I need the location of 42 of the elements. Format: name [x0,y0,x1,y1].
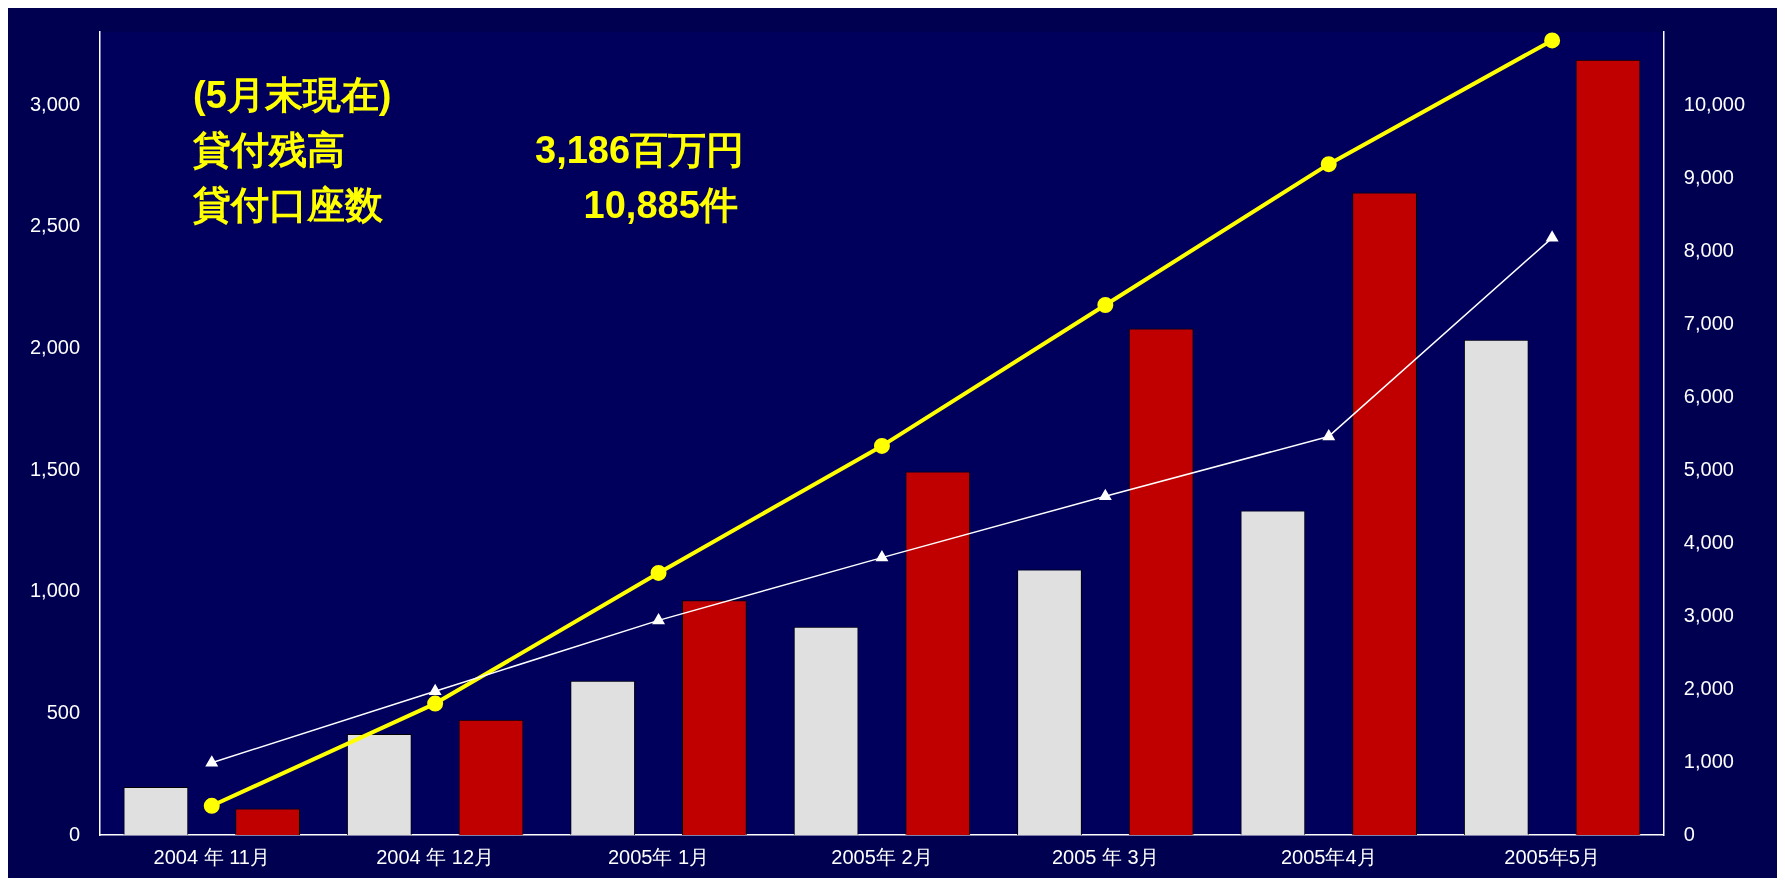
y2-tick-label: 9,000 [1683,165,1734,188]
point [205,755,218,767]
y-tick-label: 1,000 [29,579,81,602]
y2-tick-label: 10,000 [1683,92,1745,115]
y-tick-label: 500 [46,700,81,723]
point [1320,156,1337,173]
y2-tick-label: 2,000 [1683,676,1734,699]
point [203,797,220,814]
point [1099,489,1112,501]
point [873,437,890,454]
y2-tick-label: 0 [1683,822,1695,845]
point [875,550,888,562]
y2-tick-label: 7,000 [1683,311,1734,334]
y-tick-label: 0 [68,822,81,845]
y-tick-label: 2,000 [29,335,81,358]
y2-tick-label: 3,000 [1683,603,1734,626]
x-tick-label: 2004 年 12月 [376,845,495,868]
x-tick-label: 2005年4月 [1280,845,1377,868]
point [1544,32,1561,49]
x-tick-label: 2005年 2月 [831,845,933,868]
y2-tick-label: 8,000 [1683,238,1734,261]
y2-tick-label: 4,000 [1683,530,1734,553]
point [1546,231,1559,242]
point [427,695,444,712]
point [1322,429,1335,441]
x-tick-label: 2005 年 3月 [1051,845,1159,868]
y2-tick-label: 5,000 [1683,457,1734,480]
point [652,613,665,625]
x-tick-label: 2004 年 11月 [153,845,270,868]
y-tick-label: 2,500 [29,214,81,237]
y-tick-label: 1,500 [29,457,81,480]
point [429,684,442,695]
y2-tick-label: 1,000 [1683,749,1734,772]
annotation: (5月末現在) [193,74,392,117]
point [1097,297,1114,314]
y2-tick-label: 6,000 [1683,384,1734,407]
annotation: 貸付残高 3,186百万円 [192,129,745,172]
x-tick-label: 2005年5月 [1504,845,1600,868]
point [650,564,667,581]
y-tick-label: 3,000 [29,92,81,115]
annotation: 貸付口座数 10,885件 [192,184,738,227]
x-tick-label: 2005年 1月 [607,845,710,868]
